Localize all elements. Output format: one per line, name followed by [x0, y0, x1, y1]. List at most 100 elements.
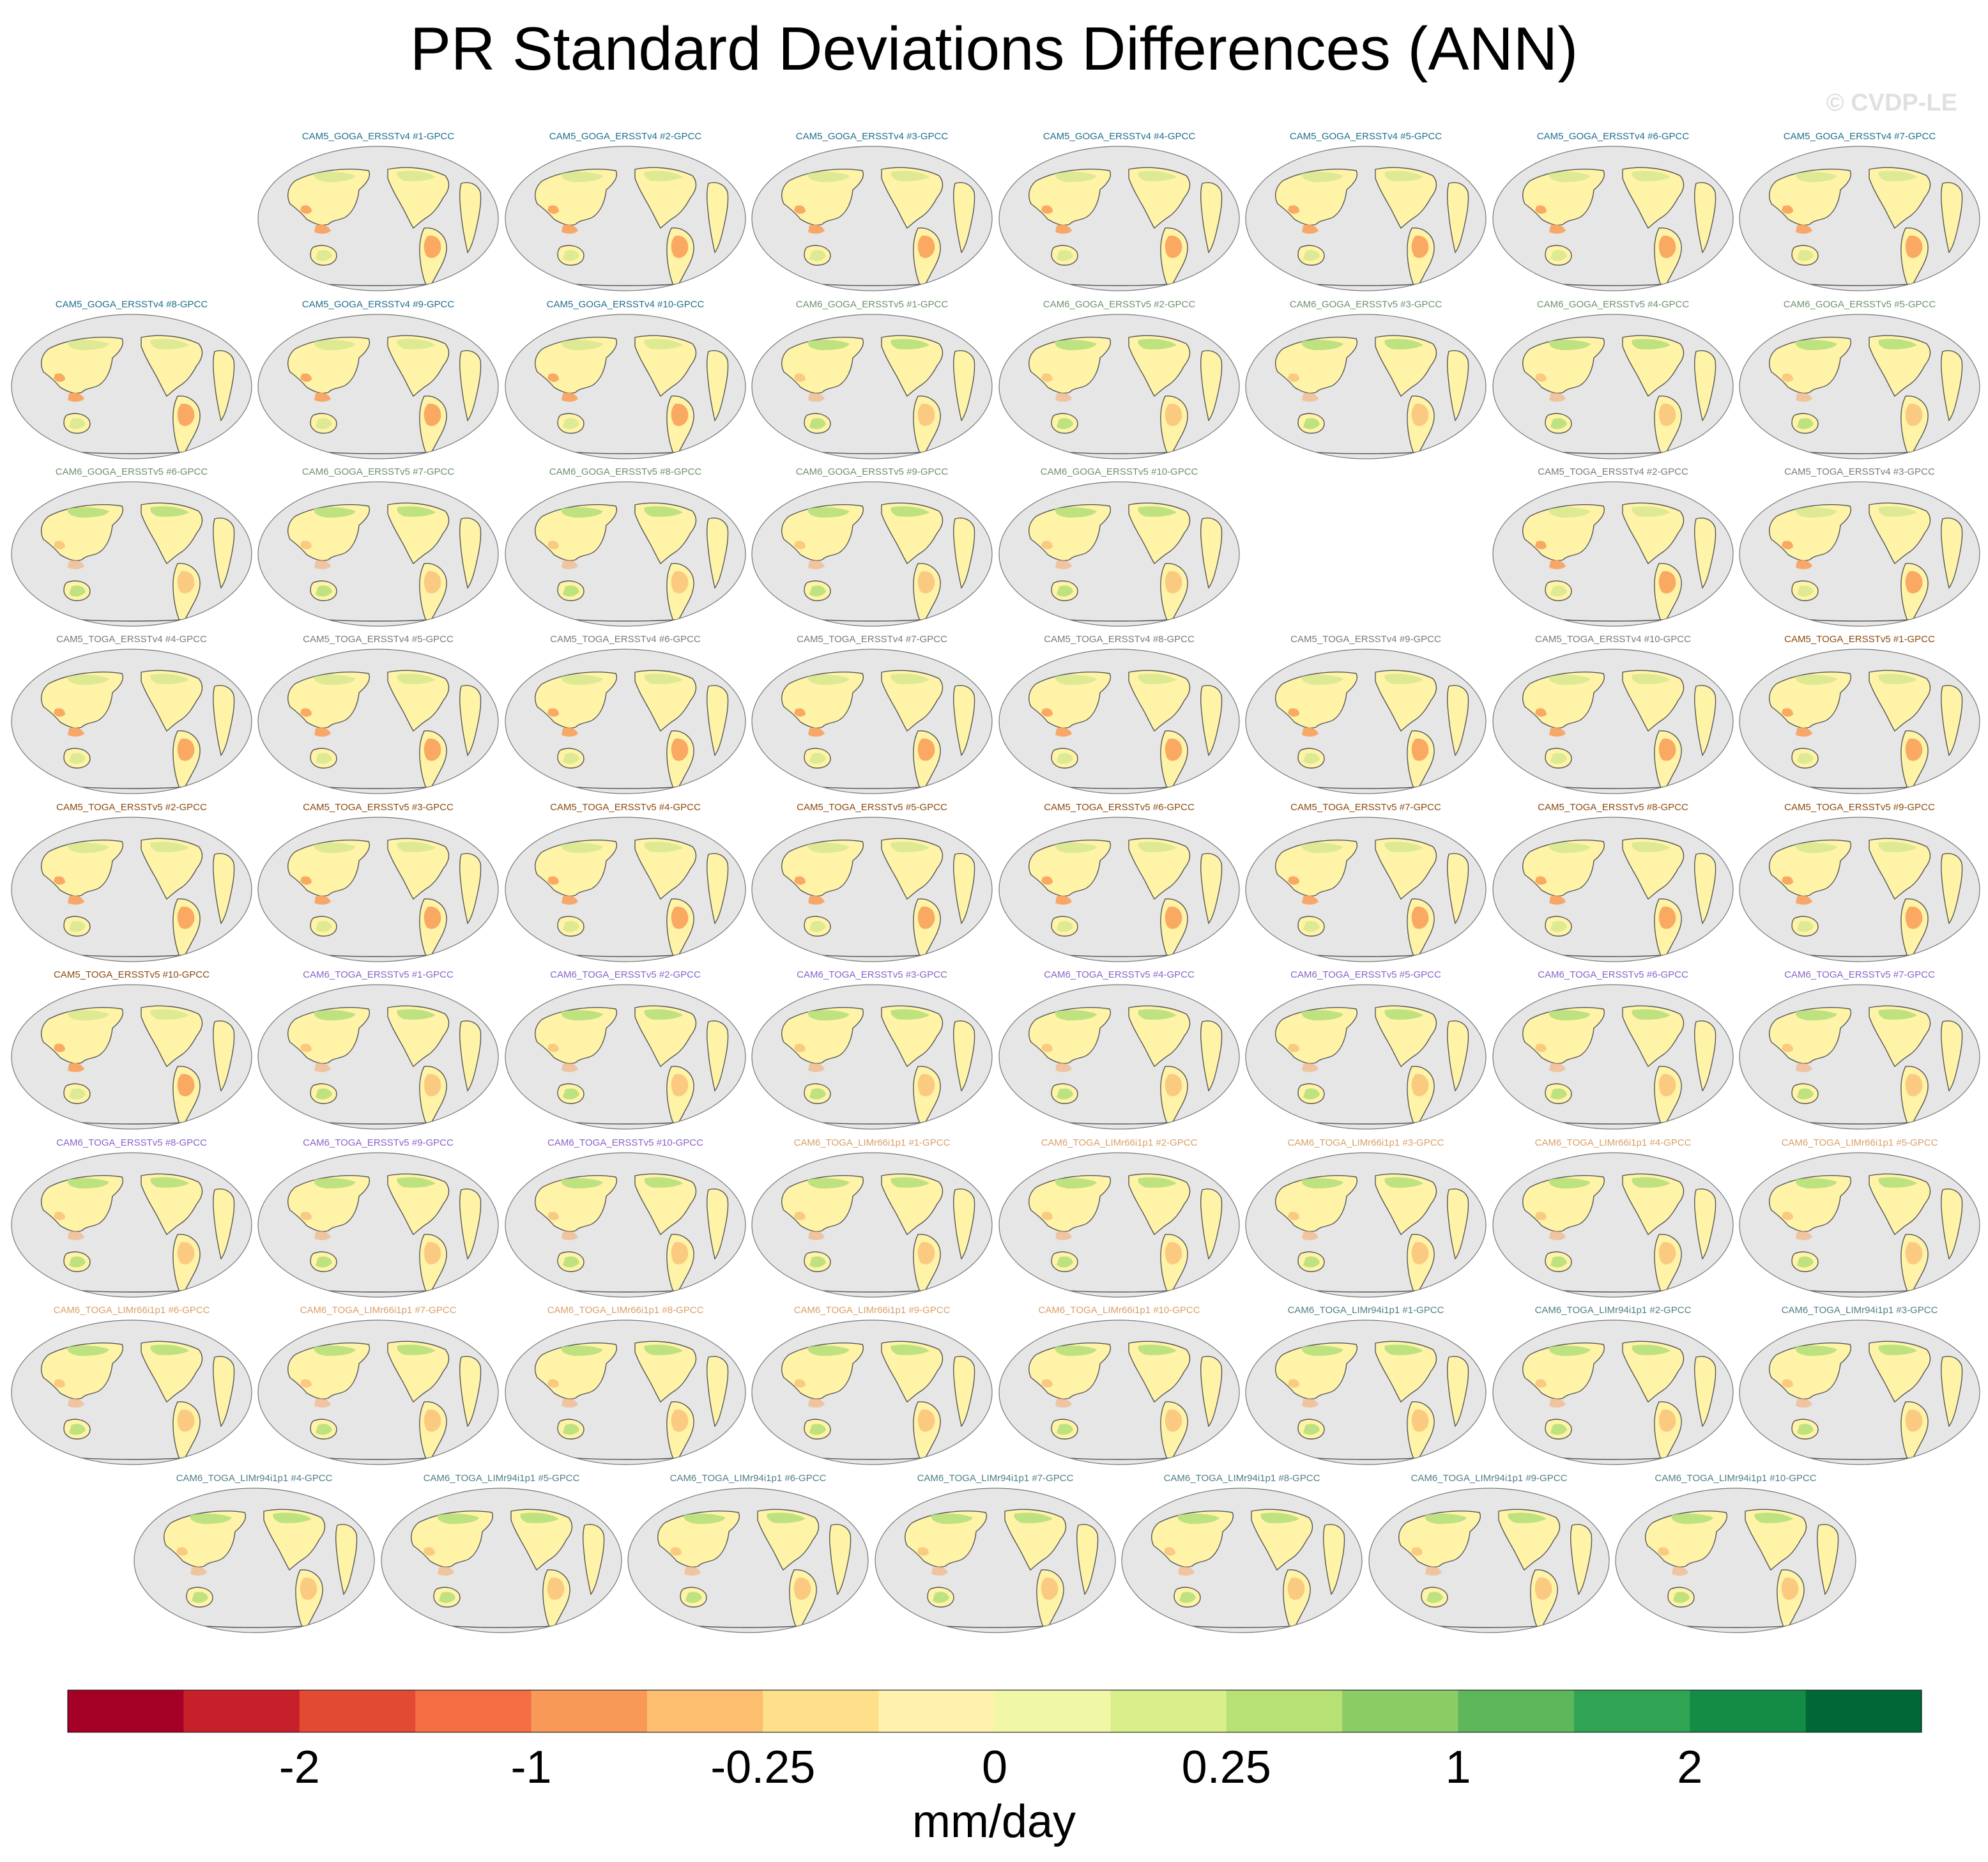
panel-map — [1739, 1320, 1980, 1465]
anomaly-positive-canada — [1138, 339, 1177, 350]
land-europeAfrica — [213, 1020, 235, 1092]
panel-label: CAM6_GOGA_ERSSTv5 #10-GPCC — [1040, 466, 1198, 477]
anomaly-positive-siberia — [67, 674, 109, 685]
map-border — [1245, 1320, 1487, 1465]
anomaly-positive-siberia — [67, 1178, 109, 1189]
anomaly-positive-siberia — [314, 171, 356, 182]
land-europeAfrica — [1941, 1356, 1963, 1427]
panel-label: CAM6_GOGA_ERSSTv5 #8-GPCC — [549, 466, 702, 477]
anomaly-positive-aus — [69, 1088, 86, 1100]
map-panel: CAM5_TOGA_ERSSTv4 #4-GPCC — [10, 634, 253, 794]
anomaly-negative-maritime — [314, 560, 331, 569]
panel-label: CAM6_GOGA_ERSSTv5 #2-GPCC — [1043, 299, 1196, 310]
map-panel: CAM5_TOGA_ERSSTv5 #8-GPCC — [1492, 802, 1734, 962]
land-australia — [1791, 580, 1819, 601]
anomaly-negative-india — [547, 1043, 559, 1052]
land-northAmerica — [141, 838, 203, 900]
anomaly-negative-india — [54, 1043, 65, 1052]
anomaly-positive-aus — [1797, 753, 1814, 764]
land-europeAfrica — [1200, 853, 1223, 925]
panel-map — [998, 1152, 1240, 1298]
anomaly-negative-amazon — [1905, 906, 1923, 929]
anomaly-positive-siberia — [807, 1178, 850, 1189]
anomaly-negative-amazon — [1658, 235, 1676, 258]
anomaly-negative-india — [1535, 708, 1547, 717]
land-europeAfrica — [953, 1189, 975, 1260]
anomaly-negative-maritime — [1796, 392, 1812, 402]
anomaly-positive-aus — [809, 418, 826, 429]
anomaly-negative-amazon — [1411, 1242, 1429, 1265]
panel-label: CAM5_TOGA_ERSSTv4 #10-GPCC — [1535, 634, 1691, 645]
land-europeAfrica — [213, 518, 235, 589]
anomaly-positive-aus — [1550, 753, 1567, 764]
map-border — [505, 817, 746, 962]
anomaly-negative-india — [794, 205, 806, 214]
land-northAmerica — [634, 1173, 697, 1236]
map-border — [1492, 1320, 1734, 1465]
anomaly-positive-aus — [1057, 585, 1073, 597]
land-northAmerica — [634, 1005, 697, 1068]
anomaly-positive-canada — [891, 1177, 929, 1188]
map-panel: CAM6_GOGA_ERSSTv5 #8-GPCC — [504, 466, 747, 627]
anomaly-negative-maritime — [314, 1231, 331, 1240]
land-europeAfrica — [707, 1189, 729, 1260]
anomaly-negative-india — [1041, 373, 1053, 382]
anomaly-positive-aus — [1057, 753, 1073, 764]
anomaly-positive-aus — [563, 1424, 579, 1435]
anomaly-negative-amazon — [300, 1577, 317, 1600]
anomaly-negative-amazon — [671, 571, 689, 594]
panel-label: CAM6_TOGA_ERSSTv5 #1-GPCC — [303, 969, 454, 980]
map-border — [998, 314, 1240, 459]
colorbar-box — [1805, 1690, 1922, 1732]
colorbar-box — [1458, 1690, 1575, 1732]
map-panel: CAM5_TOGA_ERSSTv4 #6-GPCC — [504, 634, 747, 794]
colorbar-box — [878, 1690, 995, 1732]
anomaly-negative-india — [794, 541, 806, 550]
land-europeAfrica — [1694, 1356, 1717, 1427]
map-border — [1739, 649, 1980, 794]
anomaly-negative-maritime — [1549, 560, 1566, 569]
anomaly-positive-canada — [1632, 1177, 1671, 1188]
anomaly-negative-maritime — [1302, 727, 1319, 737]
panel-label: CAM6_TOGA_LIMr66i1p1 #9-GPCC — [793, 1305, 951, 1316]
anomaly-positive-siberia — [314, 1345, 356, 1356]
anomaly-negative-india — [1288, 1212, 1299, 1220]
land-northAmerica — [387, 838, 450, 900]
land-europeAfrica — [1694, 182, 1717, 254]
anomaly-negative-india — [1535, 373, 1547, 382]
anomaly-negative-amazon — [671, 1242, 689, 1265]
anomaly-positive-siberia — [314, 842, 356, 853]
land-northAmerica — [881, 670, 944, 732]
anomaly-negative-india — [547, 1212, 559, 1220]
land-europeAfrica — [1200, 1189, 1223, 1260]
anomaly-negative-maritime — [68, 727, 84, 737]
land-europeAfrica — [213, 685, 235, 757]
land-northAmerica — [387, 502, 450, 565]
anomaly-negative-india — [54, 708, 65, 717]
panel-map — [505, 984, 746, 1130]
anomaly-positive-canada — [1138, 171, 1177, 181]
anomaly-negative-amazon — [424, 906, 441, 929]
colorbar-unit-label: mm/day — [912, 1796, 1076, 1847]
anomaly-negative-india — [1535, 541, 1547, 550]
land-australia — [557, 245, 585, 266]
land-northAmerica — [1622, 1341, 1685, 1403]
colorbar-frame — [67, 1689, 1922, 1733]
map-panel: CAM6_TOGA_LIMr94i1p1 #1-GPCC — [1244, 1305, 1487, 1465]
anomaly-positive-canada — [891, 1009, 929, 1020]
land-northAmerica — [1622, 502, 1685, 565]
land-australia — [1791, 748, 1819, 769]
anomaly-positive-canada — [1138, 1177, 1177, 1188]
anomaly-negative-maritime — [314, 1398, 331, 1408]
land-australia — [63, 916, 91, 937]
panel-label: CAM6_TOGA_LIMr66i1p1 #6-GPCC — [53, 1305, 210, 1316]
anomaly-negative-maritime — [1796, 224, 1812, 234]
anomaly-positive-canada — [520, 1512, 559, 1523]
land-northAmerica — [1745, 1509, 1807, 1571]
land-europeAfrica — [213, 853, 235, 925]
anomaly-negative-india — [1288, 373, 1299, 382]
anomaly-positive-aus — [809, 1424, 826, 1435]
map-panel: CAM5_TOGA_ERSSTv5 #7-GPCC — [1244, 802, 1487, 962]
anomaly-negative-india — [1041, 708, 1053, 717]
anomaly-negative-maritime — [1302, 1398, 1319, 1408]
